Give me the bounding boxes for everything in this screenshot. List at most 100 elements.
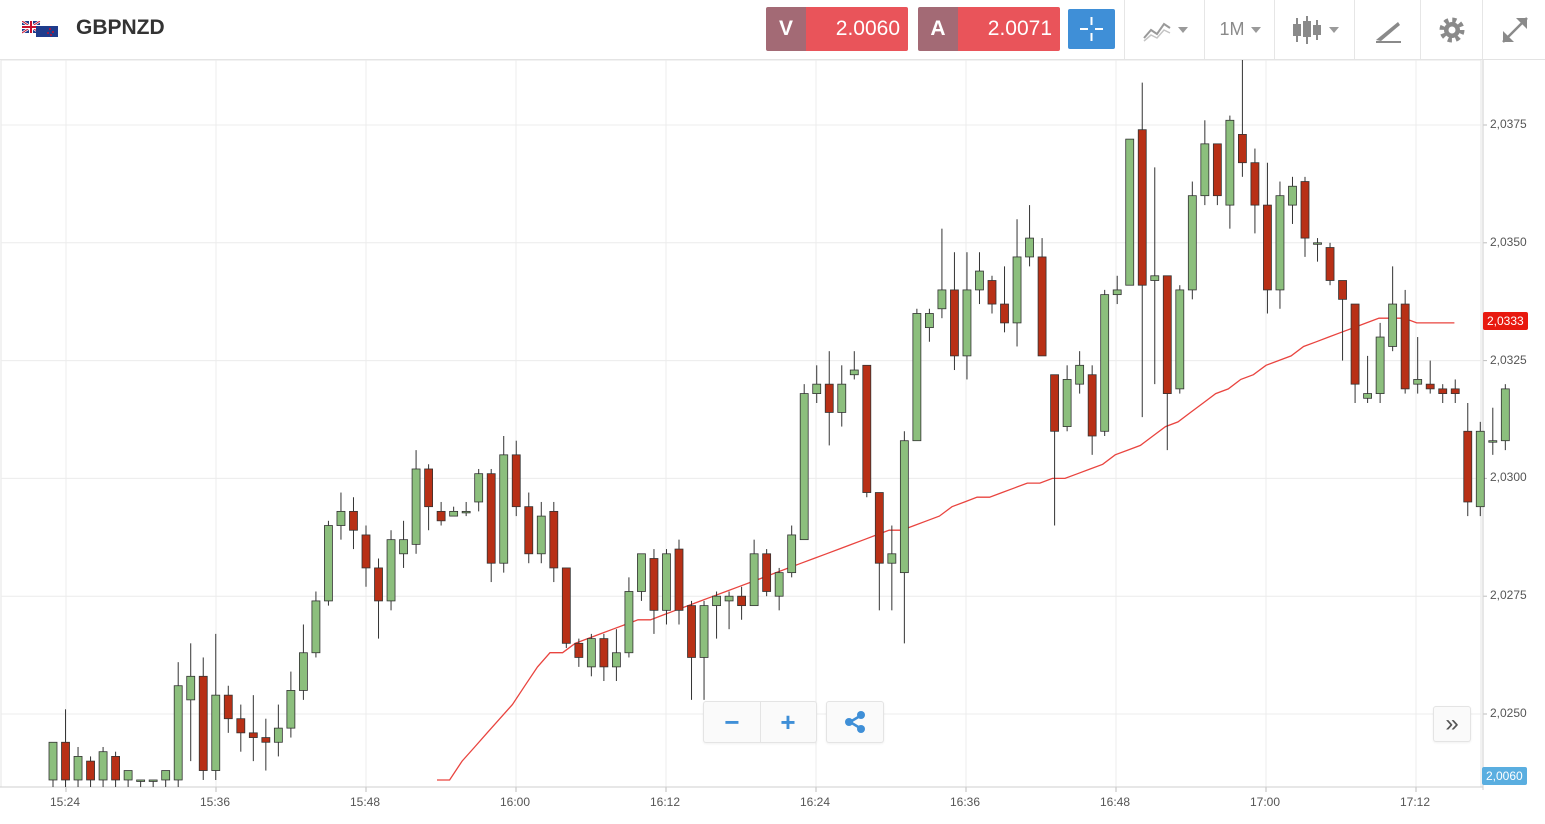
candle-down[interactable] [762,553,772,592]
candle-down[interactable] [1212,143,1222,197]
candle-down[interactable] [1087,374,1097,437]
settings-button[interactable] [1420,0,1483,59]
drawing-tools-button[interactable] [1354,0,1421,59]
candle-up[interactable] [699,605,709,658]
candle-down[interactable] [524,506,534,555]
candle-up[interactable] [1012,256,1022,324]
candle-up[interactable] [586,638,596,668]
candle-up[interactable] [1187,195,1197,291]
candle-up[interactable] [662,553,671,611]
candle-down[interactable] [950,289,959,357]
candle-up[interactable] [1062,379,1072,427]
candle-up[interactable] [461,510,471,514]
candle-up[interactable] [474,473,484,503]
candle-up[interactable] [1200,143,1210,197]
candle-down[interactable] [1300,181,1310,239]
share-button[interactable] [826,701,884,743]
candle-down[interactable] [987,280,997,305]
candle-down[interactable] [1238,134,1247,164]
candle-down[interactable] [1463,430,1473,503]
candle-up[interactable] [1150,275,1160,281]
candle-down[interactable] [1037,256,1047,357]
candle-up[interactable] [1313,242,1322,245]
candle-down[interactable] [1338,280,1347,300]
candle-down[interactable] [223,694,233,720]
candle-down[interactable] [649,558,659,611]
candle-down[interactable] [1438,388,1448,394]
candle-up[interactable] [98,751,108,781]
candle-up[interactable] [324,525,333,602]
candle-down[interactable] [674,548,684,611]
candle-down[interactable] [1050,374,1059,432]
candle-up[interactable] [749,553,759,607]
candle-down[interactable] [86,760,95,781]
candle-up[interactable] [1475,430,1485,508]
candle-up[interactable] [1125,138,1135,286]
candle-down[interactable] [1350,303,1360,385]
sell-button[interactable]: V 2.0060 [766,7,908,51]
candle-up[interactable] [1075,364,1085,385]
candle-up[interactable] [499,454,509,564]
candle-up[interactable] [612,652,621,668]
candle-up[interactable] [1225,119,1235,206]
candle-up[interactable] [136,779,146,782]
candle-up[interactable] [123,770,133,781]
candle-up[interactable] [887,553,897,564]
candle-up[interactable] [336,510,346,526]
candle-up[interactable] [73,756,83,781]
candle-down[interactable] [1263,204,1272,291]
candle-up[interactable] [273,727,283,743]
timeframe-menu[interactable]: 1M [1204,0,1275,59]
candle-up[interactable] [962,289,972,357]
candle-up[interactable] [712,595,721,607]
scroll-right-button[interactable]: » [1433,706,1471,742]
candle-down[interactable] [486,473,496,564]
candle-down[interactable] [1450,388,1460,394]
candle-down[interactable] [687,605,696,658]
candle-up[interactable] [975,270,984,291]
candle-up[interactable] [161,770,171,781]
candle-down[interactable] [436,510,446,522]
candle-down[interactable] [599,638,609,668]
candle-up[interactable] [411,468,421,545]
candle-down[interactable] [261,737,271,743]
candle-down[interactable] [349,510,358,531]
candle-up[interactable] [311,600,321,654]
candle-down[interactable] [561,567,571,644]
candle-up[interactable] [1112,289,1122,296]
crosshair-button[interactable] [1068,9,1115,49]
candle-up[interactable] [1175,289,1185,390]
candle-down[interactable] [198,675,208,771]
candle-up[interactable] [837,383,847,413]
candle-down[interactable] [61,741,70,781]
candle-up[interactable] [148,779,158,782]
candle-up[interactable] [286,690,296,729]
candle-up[interactable] [186,675,196,701]
candle-up[interactable] [799,393,809,541]
candle-up[interactable] [1500,388,1510,442]
candle-up[interactable] [386,539,396,602]
candle-down[interactable] [1250,162,1260,206]
candle-up[interactable] [1100,294,1110,432]
candle-down[interactable] [511,454,521,508]
candle-down[interactable] [236,718,246,734]
buy-button[interactable]: A 2.0071 [918,7,1060,51]
candle-down[interactable] [1162,275,1172,394]
chart-type-menu[interactable] [1124,0,1205,59]
candle-down[interactable] [111,756,120,781]
candle-down[interactable] [1400,303,1410,390]
candle-down[interactable] [1325,247,1335,281]
candle-down[interactable] [1137,129,1147,286]
candle-up[interactable] [1275,195,1285,291]
candle-up[interactable] [173,685,183,781]
candle-up[interactable] [449,510,459,517]
candle-up[interactable] [849,369,859,376]
candle-up[interactable] [624,591,634,654]
candle-down[interactable] [361,534,371,569]
candle-up[interactable] [1413,379,1423,385]
candle-up[interactable] [912,313,922,442]
candle-up[interactable] [637,553,646,592]
candle-down[interactable] [824,383,834,413]
candle-up[interactable] [211,694,221,771]
